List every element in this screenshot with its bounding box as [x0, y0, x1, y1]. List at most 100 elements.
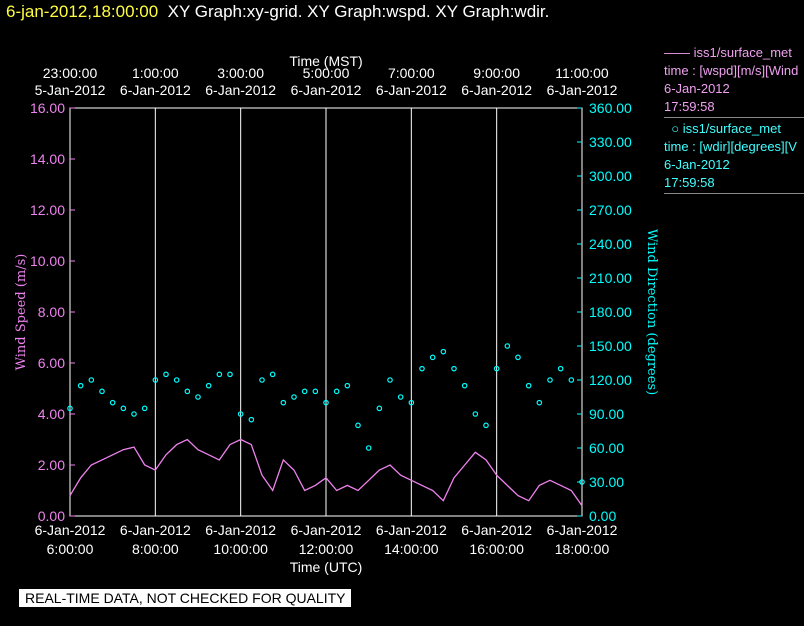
left-tick-label: 14.00 — [30, 151, 65, 167]
wdir-point — [248, 416, 255, 423]
series-wdir — [67, 343, 585, 485]
wdir-point — [237, 411, 244, 417]
left-tick-label: 6.00 — [38, 355, 65, 371]
right-tick-label: 240.00 — [589, 236, 632, 252]
top-tick-date: 6-Jan-2012 — [376, 82, 447, 98]
wdir-point — [88, 377, 95, 383]
top-tick-time: 11:00:00 — [555, 65, 609, 81]
top-axis-ticks: 23:00:005-Jan-20121:00:006-Jan-20123:00:… — [35, 65, 618, 98]
legend-series-1-time: 17:59:58 — [664, 99, 715, 114]
top-tick-time: 1:00:00 — [132, 65, 179, 81]
right-axis-label: Wind Direction (degrees) — [644, 229, 659, 395]
right-axis-ticks: 0.00 30.00 60.00 90.00 120.00 150.00 180.00 210… — [577, 100, 632, 524]
top-tick-date: 6-Jan-2012 — [291, 82, 362, 98]
wdir-point — [397, 394, 404, 400]
bottom-tick-time: 14:00:00 — [384, 541, 439, 557]
bottom-tick-time: 12:00:00 — [299, 541, 354, 557]
wdir-point — [301, 388, 308, 395]
wdir-point — [205, 382, 212, 389]
wdir-point — [344, 382, 351, 389]
right-tick-label: 210.00 — [589, 270, 632, 286]
xy-plot: 23:00:005-Jan-20121:00:006-Jan-20123:00:… — [14, 53, 659, 575]
series-wspd — [69, 438, 583, 507]
top-axis-label: Time (MST) — [289, 53, 362, 69]
wdir-point — [515, 354, 521, 361]
legend-divider-bottom — [664, 193, 804, 194]
left-tick-label: 12.00 — [30, 202, 65, 218]
right-tick-label: 90.00 — [589, 406, 624, 422]
bottom-axis-label: Time (UTC) — [290, 559, 363, 575]
legend-series-2-date: 6-Jan-2012 — [664, 157, 730, 172]
timestamp: 6-jan-2012,18:00:00 — [6, 2, 159, 21]
legend-series-2-name: iss1/surface_met — [682, 121, 781, 136]
wdir-point — [525, 382, 532, 389]
wdir-point — [429, 354, 436, 361]
wdir-point — [195, 394, 201, 400]
wdir-point — [259, 377, 265, 383]
top-tick-time: 23:00:00 — [43, 65, 98, 81]
wdir-point — [141, 405, 148, 412]
right-tick-label: 150.00 — [589, 338, 632, 354]
legend-series-2-time: 17:59:58 — [664, 175, 715, 190]
top-tick-date: 6-Jan-2012 — [461, 82, 532, 98]
top-tick-date: 6-Jan-2012 — [120, 82, 191, 98]
left-tick-label: 0.00 — [38, 508, 65, 524]
bottom-tick-time: 10:00:00 — [213, 541, 268, 557]
right-tick-label: 330.00 — [589, 134, 632, 150]
top-tick-time: 3:00:00 — [217, 65, 264, 81]
wdir-point — [568, 377, 575, 383]
right-tick-label: 360.00 — [589, 100, 632, 116]
top-tick-time: 7:00:00 — [388, 65, 435, 81]
wdir-point — [77, 382, 84, 389]
wdir-point — [440, 348, 447, 355]
legend-series-1: —— iss1/surface_met time : [wspd][m/s][W… — [664, 44, 804, 116]
wdir-point — [280, 399, 287, 406]
bottom-tick-date: 6-Jan-2012 — [291, 522, 362, 538]
legend-series-2-desc: time : [wdir][degrees][V — [664, 139, 797, 154]
bottom-tick-date: 6-Jan-2012 — [547, 522, 618, 538]
wdir-point — [99, 388, 105, 395]
top-tick-date: 6-Jan-2012 — [547, 82, 618, 98]
left-axis-ticks: 0.00 2.00 4.00 6.00 8.00 10.00 12.00 14.00 16.00 — [30, 100, 75, 524]
top-tick-date: 5-Jan-2012 — [35, 82, 106, 98]
left-axis-label: Wind Speed (m/s) — [14, 254, 29, 371]
wdir-point — [67, 405, 73, 412]
wdir-point — [333, 388, 340, 395]
wdir-point — [109, 399, 116, 406]
wdir-point — [557, 365, 564, 372]
wdir-point — [579, 479, 585, 485]
left-tick-label: 2.00 — [38, 457, 65, 473]
bottom-tick-time: 18:00:00 — [555, 541, 610, 557]
left-tick-label: 10.00 — [30, 253, 65, 269]
legend: —— iss1/surface_met time : [wspd][m/s][W… — [664, 44, 804, 196]
wdir-point — [387, 377, 393, 383]
wdir-point — [493, 365, 500, 372]
wdir-point — [504, 343, 511, 349]
graph-list: XY Graph:xy-grid. XY Graph:wspd. XY Grap… — [167, 2, 550, 21]
legend-divider — [664, 117, 804, 118]
wdir-point — [152, 377, 159, 383]
right-tick-label: 270.00 — [589, 202, 632, 218]
wdir-point — [312, 388, 319, 395]
wdir-point — [419, 365, 425, 372]
top-tick-time: 5:00:00 — [303, 65, 350, 81]
wdir-point — [269, 371, 276, 378]
wdir-point — [451, 365, 457, 372]
wdir-point — [547, 377, 553, 383]
wdir-point — [355, 422, 361, 429]
wdir-point — [461, 382, 468, 389]
right-tick-label: 0.00 — [589, 508, 616, 524]
top-tick-time: 9:00:00 — [473, 65, 520, 81]
right-tick-label: 60.00 — [589, 440, 624, 456]
bottom-tick-date: 6-Jan-2012 — [376, 522, 447, 538]
legend-series-2: ○ iss1/surface_met time : [wdir][degrees… — [664, 120, 804, 192]
wdir-point — [120, 405, 127, 412]
wdir-point — [483, 422, 489, 429]
legend-series-1-desc: time : [wspd][m/s][Wind — [664, 63, 799, 78]
right-tick-label: 180.00 — [589, 304, 632, 320]
bottom-axis-ticks: 6-Jan-2012 6:00:00 6-Jan-2012 8:00:00 6-Jan-… — [35, 522, 618, 557]
right-tick-label: 120.00 — [589, 372, 632, 388]
right-tick-label: 30.00 — [589, 474, 624, 490]
wdir-point — [173, 377, 180, 383]
vertical-gridlines — [69, 108, 583, 516]
